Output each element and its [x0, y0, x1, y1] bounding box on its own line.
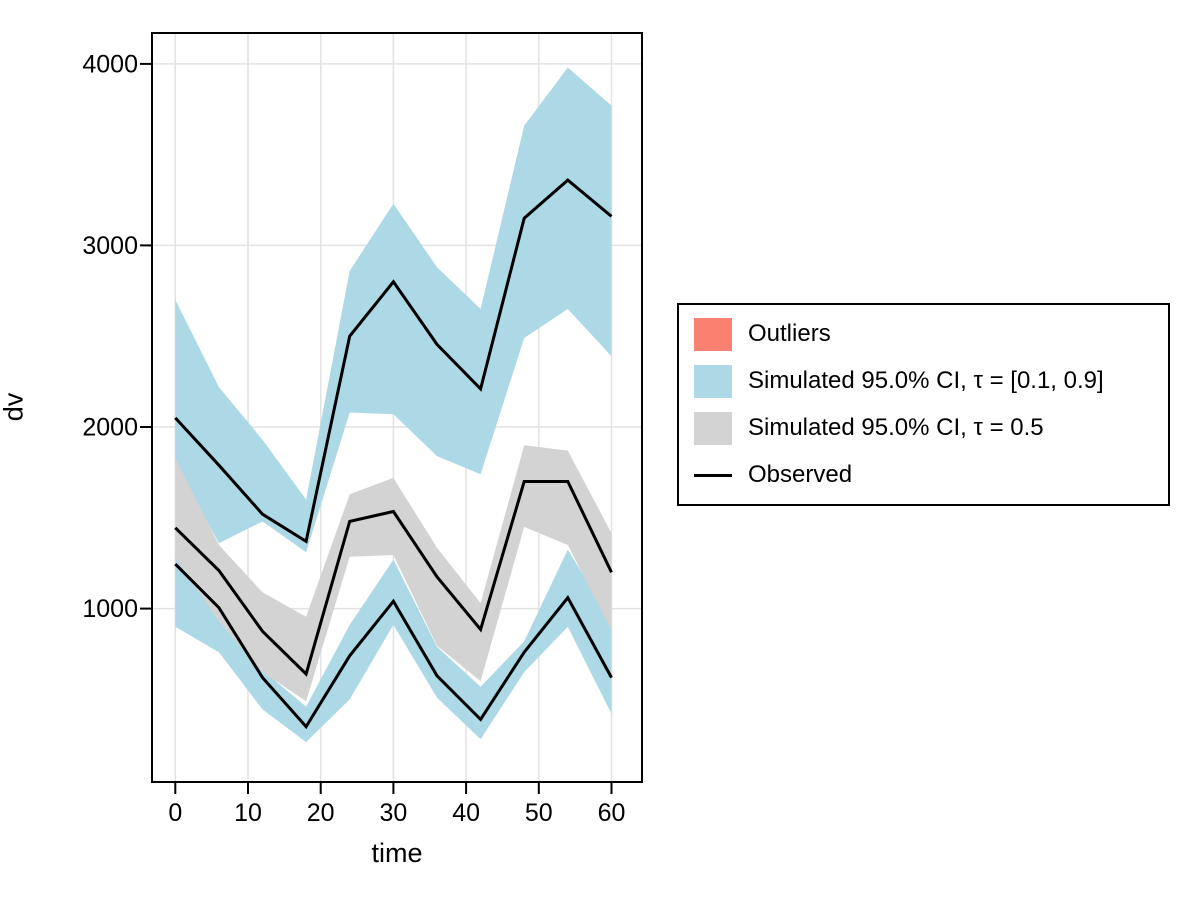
y-axis-label: dv [0, 392, 29, 422]
legend-swatch-cell [694, 473, 732, 477]
plot-frame [151, 32, 643, 783]
legend-swatch-cell [694, 364, 732, 398]
x-tick-label: 0 [168, 799, 182, 827]
x-tick-label: 60 [598, 799, 626, 827]
ci-band-1 [175, 549, 612, 743]
ci-band-2 [175, 445, 612, 702]
legend-item-label: Simulated 95.0% CI, τ = [0.1, 0.9] [748, 367, 1104, 394]
y-tick-label: 2000 [82, 414, 138, 442]
simulated-ci-blue-swatch-icon [694, 364, 732, 398]
legend-item-simulated-ci-tau-05: Simulated 95.0% CI, τ = 0.5 [694, 405, 1168, 452]
x-tick-label: 40 [452, 799, 480, 827]
simulated-ci-gray-swatch-icon [694, 411, 732, 445]
y-tick-label: 3000 [82, 232, 138, 260]
observed-line-2 [174, 563, 613, 730]
observed-line-1 [174, 480, 613, 677]
legend-item-observed: Observed [694, 452, 1168, 499]
x-tick-label: 20 [307, 799, 335, 827]
x-axis-label: time [371, 838, 423, 868]
outliers-swatch-icon [694, 317, 732, 351]
ci-band-0 [175, 67, 612, 553]
x-tick-label: 30 [379, 799, 407, 827]
observed-line-swatch-icon [694, 473, 732, 477]
y-tick-label: 1000 [82, 595, 138, 623]
y-tick-label: 4000 [82, 50, 138, 78]
legend-swatch-cell [694, 317, 732, 351]
legend-item-label: Simulated 95.0% CI, τ = 0.5 [748, 414, 1044, 441]
x-tick-label: 10 [234, 799, 262, 827]
legend-item-simulated-ci-tau-01-09: Simulated 95.0% CI, τ = [0.1, 0.9] [694, 358, 1168, 405]
legend-swatch-cell [694, 411, 732, 445]
legend-item-label: Outliers [748, 320, 831, 347]
legend-item-outliers: Outliers [694, 311, 1168, 358]
observed-line-0 [174, 178, 613, 544]
x-tick-label: 50 [525, 799, 553, 827]
legend-item-label: Observed [748, 461, 853, 488]
legend: Outliers Simulated 95.0% CI, τ = [0.1, 0… [677, 303, 1170, 506]
